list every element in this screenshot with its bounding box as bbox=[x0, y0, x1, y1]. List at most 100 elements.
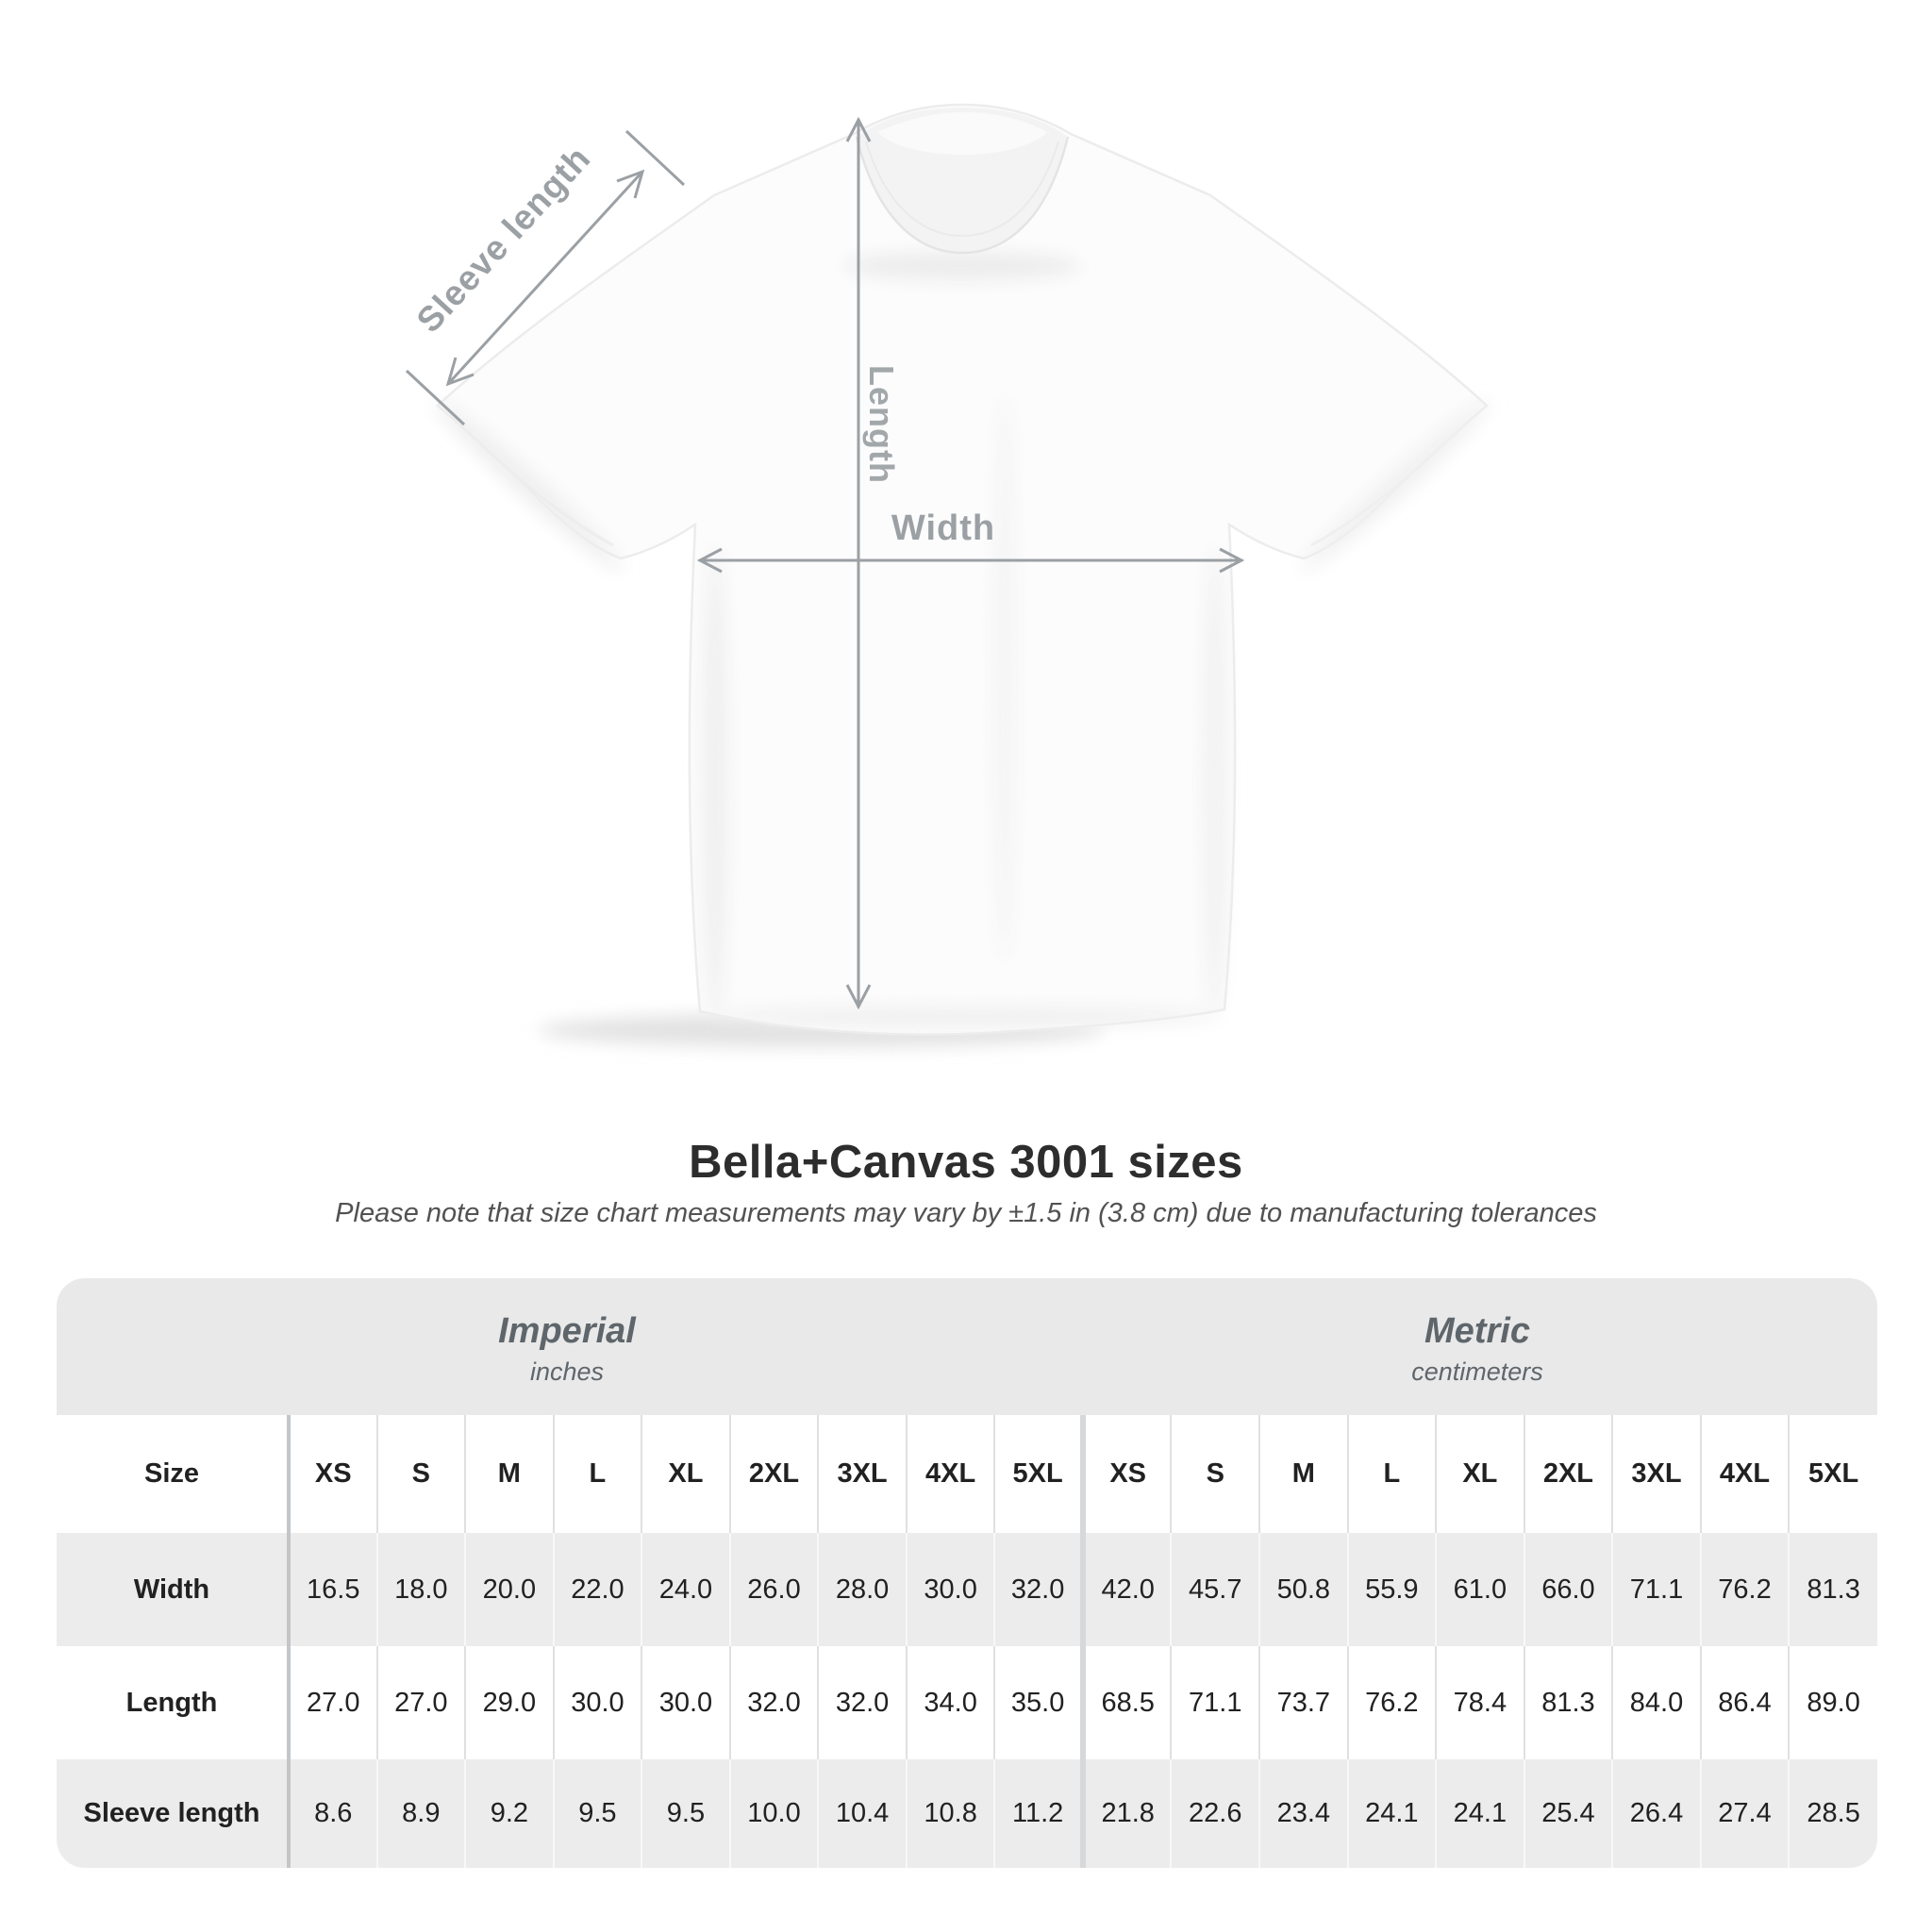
imperial-label: Imperial bbox=[498, 1310, 636, 1351]
value-cell: 42.0 bbox=[1079, 1533, 1172, 1646]
value-cell: 22.0 bbox=[552, 1533, 642, 1646]
size-header-row: Size XS S M L XL 2XL 3XL 4XL 5XL XS S M L XL 2XL 3XL 4XL 5… bbox=[57, 1415, 1877, 1533]
value-cell: 30.0 bbox=[641, 1646, 730, 1759]
size-header-metric-5xl: 5XL bbox=[1788, 1415, 1877, 1533]
size-header-imperial-m: M bbox=[464, 1415, 554, 1533]
value-cell: 8.6 bbox=[287, 1759, 377, 1868]
value-cell: 76.2 bbox=[1346, 1646, 1437, 1759]
size-header-metric-xs: XS bbox=[1079, 1415, 1172, 1533]
value-cell: 32.0 bbox=[728, 1646, 819, 1759]
measurement-table: Size XS S M L XL 2XL 3XL 4XL 5XL XS S M L XL 2XL 3XL 4XL 5… bbox=[57, 1415, 1877, 1868]
value-cell: 61.0 bbox=[1435, 1533, 1524, 1646]
row-label: Width bbox=[133, 1574, 210, 1605]
value-cell: 68.5 bbox=[1079, 1646, 1172, 1759]
value-cell: 9.2 bbox=[464, 1759, 554, 1868]
collar-inner-back bbox=[877, 112, 1047, 155]
width-label: Width bbox=[891, 508, 995, 548]
size-header-imperial-4xl: 4XL bbox=[905, 1415, 995, 1533]
value-cell: 71.1 bbox=[1170, 1646, 1260, 1759]
left-cuff-seam bbox=[458, 423, 614, 547]
table-row-width: Width 16.5 18.0 20.0 22.0 24.0 26.0 28.0 30.0 32.… bbox=[57, 1533, 1877, 1646]
value-cell: 32.0 bbox=[993, 1533, 1083, 1646]
value-cell: 20.0 bbox=[464, 1533, 554, 1646]
value-cell: 23.4 bbox=[1258, 1759, 1348, 1868]
size-column-label: Size bbox=[143, 1458, 200, 1489]
value-cell: 32.0 bbox=[817, 1646, 907, 1759]
size-header-metric-4xl: 4XL bbox=[1699, 1415, 1790, 1533]
size-header-imperial-5xl: 5XL bbox=[993, 1415, 1083, 1533]
value-cell: 86.4 bbox=[1699, 1646, 1790, 1759]
length-label: Length bbox=[862, 365, 901, 484]
unit-header-imperial: Imperial inches bbox=[57, 1278, 1077, 1415]
row-label: Length bbox=[125, 1687, 218, 1718]
size-header-imperial-xl: XL bbox=[641, 1415, 730, 1533]
value-cell: 81.3 bbox=[1788, 1533, 1877, 1646]
value-cell: 10.0 bbox=[728, 1759, 819, 1868]
value-cell: 78.4 bbox=[1435, 1646, 1524, 1759]
value-cell: 73.7 bbox=[1258, 1646, 1348, 1759]
value-cell: 66.0 bbox=[1523, 1533, 1613, 1646]
collar-band-inner-seam bbox=[865, 141, 1059, 238]
metric-unit-label: centimeters bbox=[1411, 1357, 1543, 1386]
page-subtitle: Please note that size chart measurements… bbox=[335, 1198, 1597, 1228]
value-cell: 81.3 bbox=[1523, 1646, 1613, 1759]
value-cell: 26.4 bbox=[1611, 1759, 1701, 1868]
table-row-sleeve-length: Sleeve length 8.6 8.9 9.2 9.5 9.5 10.0 10.4 10.8… bbox=[57, 1759, 1877, 1868]
value-cell: 28.5 bbox=[1788, 1759, 1877, 1868]
sleeve-length-arrow bbox=[405, 129, 686, 426]
size-header-metric-l: L bbox=[1346, 1415, 1437, 1533]
value-cell: 29.0 bbox=[464, 1646, 554, 1759]
size-header-imperial-3xl: 3XL bbox=[817, 1415, 907, 1533]
value-cell: 71.1 bbox=[1611, 1533, 1701, 1646]
value-cell: 35.0 bbox=[993, 1646, 1083, 1759]
right-cuff-seam bbox=[1310, 423, 1467, 547]
unit-header-metric: Metric centimeters bbox=[1077, 1278, 1877, 1415]
value-cell: 11.2 bbox=[993, 1759, 1083, 1868]
page-title: Bella+Canvas 3001 sizes bbox=[689, 1137, 1243, 1188]
length-arrow bbox=[845, 116, 872, 1010]
value-cell: 84.0 bbox=[1611, 1646, 1701, 1759]
size-header-metric-xl: XL bbox=[1435, 1415, 1524, 1533]
value-cell: 25.4 bbox=[1523, 1759, 1613, 1868]
size-header-metric-3xl: 3XL bbox=[1611, 1415, 1701, 1533]
size-header-metric-m: M bbox=[1258, 1415, 1348, 1533]
size-header-imperial-l: L bbox=[552, 1415, 642, 1533]
row-label: Sleeve length bbox=[83, 1798, 260, 1828]
value-cell: 22.6 bbox=[1170, 1759, 1260, 1868]
table-row-length: Length 27.0 27.0 29.0 30.0 30.0 32.0 32.0 34.0 35… bbox=[57, 1646, 1877, 1759]
value-cell: 34.0 bbox=[905, 1646, 995, 1759]
collar-band-outer-seam bbox=[855, 136, 1070, 255]
size-header-imperial-s: S bbox=[375, 1415, 466, 1533]
value-cell: 24.1 bbox=[1346, 1759, 1437, 1868]
size-table-card: Imperial inches Metric centimeters Size X… bbox=[57, 1278, 1877, 1868]
value-cell: 8.9 bbox=[375, 1759, 466, 1868]
value-cell: 30.0 bbox=[552, 1646, 642, 1759]
value-cell: 76.2 bbox=[1699, 1533, 1790, 1646]
size-header-metric-s: S bbox=[1170, 1415, 1260, 1533]
value-cell: 10.8 bbox=[905, 1759, 995, 1868]
imperial-unit-label: inches bbox=[529, 1357, 605, 1386]
size-header-metric-2xl: 2XL bbox=[1523, 1415, 1613, 1533]
size-header-imperial-2xl: 2XL bbox=[728, 1415, 819, 1533]
value-cell: 10.4 bbox=[817, 1759, 907, 1868]
value-cell: 45.7 bbox=[1170, 1533, 1260, 1646]
value-cell: 18.0 bbox=[375, 1533, 466, 1646]
value-cell: 27.0 bbox=[375, 1646, 466, 1759]
value-cell: 55.9 bbox=[1346, 1533, 1437, 1646]
value-cell: 9.5 bbox=[552, 1759, 642, 1868]
value-cell: 9.5 bbox=[641, 1759, 730, 1868]
value-cell: 24.1 bbox=[1435, 1759, 1524, 1868]
width-arrow bbox=[696, 547, 1245, 574]
value-cell: 27.4 bbox=[1699, 1759, 1790, 1868]
value-cell: 30.0 bbox=[905, 1533, 995, 1646]
value-cell: 26.0 bbox=[728, 1533, 819, 1646]
size-header-imperial-xs: XS bbox=[287, 1415, 377, 1533]
value-cell: 21.8 bbox=[1079, 1759, 1172, 1868]
metric-label: Metric bbox=[1424, 1310, 1530, 1351]
value-cell: 16.5 bbox=[287, 1533, 377, 1646]
value-cell: 24.0 bbox=[641, 1533, 730, 1646]
value-cell: 50.8 bbox=[1258, 1533, 1348, 1646]
value-cell: 28.0 bbox=[817, 1533, 907, 1646]
